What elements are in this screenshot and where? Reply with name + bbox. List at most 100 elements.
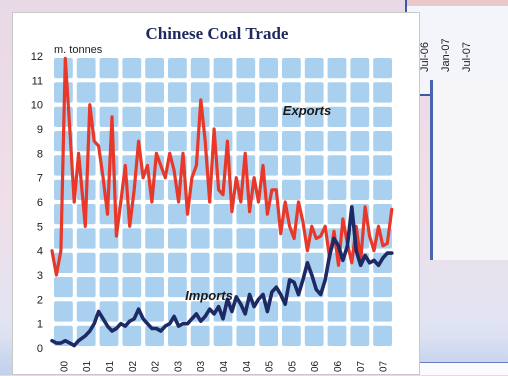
x-tick-label: 07 bbox=[379, 360, 390, 372]
grid-cell bbox=[190, 277, 210, 298]
x-tick-label: 00 bbox=[59, 360, 70, 372]
grid-cell bbox=[122, 106, 142, 127]
grid-cell bbox=[350, 277, 370, 298]
grid-cell bbox=[373, 179, 392, 200]
x-tick-label: 06 bbox=[310, 360, 321, 372]
grid-cell bbox=[145, 106, 164, 127]
grid-cell bbox=[168, 252, 187, 273]
x-tick-label: 03 bbox=[196, 360, 207, 372]
grid-cell bbox=[168, 106, 187, 127]
grid-cell bbox=[99, 82, 119, 103]
background-strip bbox=[407, 0, 508, 6]
grid-cell bbox=[259, 82, 278, 103]
grid-cell bbox=[122, 325, 142, 346]
grid-cell bbox=[304, 131, 324, 152]
x-tick-label: 05 bbox=[287, 360, 298, 372]
grid-cell bbox=[168, 277, 187, 298]
grid-cell bbox=[282, 58, 301, 79]
date-label-2: Jan-07 bbox=[440, 38, 452, 72]
grid-cell bbox=[304, 179, 324, 200]
y-tick-label: 9 bbox=[37, 124, 43, 136]
grid-cell bbox=[327, 106, 347, 127]
grid-cell bbox=[54, 58, 73, 79]
x-tick-label: 02 bbox=[151, 360, 162, 372]
grid-cell bbox=[76, 252, 96, 273]
grid-cell bbox=[54, 228, 73, 249]
grid-cell bbox=[304, 82, 324, 103]
grid-cell bbox=[168, 131, 187, 152]
grid-cell bbox=[213, 252, 233, 273]
grid-cell bbox=[282, 179, 301, 200]
grid-cell bbox=[145, 82, 164, 103]
exports-series-label: Exports bbox=[283, 103, 331, 118]
grid-cell bbox=[213, 228, 233, 249]
grid-cell bbox=[327, 82, 347, 103]
grid-cell bbox=[282, 106, 301, 127]
y-tick-label: 12 bbox=[31, 51, 43, 63]
grid-cell bbox=[373, 277, 392, 298]
y-tick-label: 4 bbox=[37, 246, 43, 258]
grid-cell bbox=[76, 277, 96, 298]
grid-cell bbox=[236, 106, 256, 127]
grid-cell bbox=[190, 325, 210, 346]
background-side-panel bbox=[430, 80, 508, 260]
grid-cell bbox=[145, 277, 164, 298]
grid-cell bbox=[236, 204, 256, 225]
grid-cell bbox=[99, 228, 119, 249]
x-tick-label: 04 bbox=[242, 360, 253, 372]
grid-cell bbox=[76, 228, 96, 249]
grid-cell bbox=[373, 131, 392, 152]
grid-cell bbox=[54, 301, 73, 322]
grid-cell bbox=[168, 325, 187, 346]
grid-cell bbox=[190, 179, 210, 200]
grid-cell bbox=[282, 252, 301, 273]
grid-cell bbox=[327, 155, 347, 176]
grid-cell bbox=[350, 325, 370, 346]
y-tick-label: 7 bbox=[37, 173, 43, 185]
grid-cell bbox=[236, 277, 256, 298]
grid-cell bbox=[304, 106, 324, 127]
grid-cell bbox=[190, 58, 210, 79]
grid-cell bbox=[350, 58, 370, 79]
grid-cell bbox=[282, 301, 301, 322]
grid-cell bbox=[54, 204, 73, 225]
grid-cell bbox=[373, 106, 392, 127]
chart-title: Chinese Coal Trade bbox=[146, 24, 289, 43]
grid-cell bbox=[213, 58, 233, 79]
grid-cell bbox=[99, 301, 119, 322]
y-tick-label: 0 bbox=[37, 343, 43, 355]
grid-cell bbox=[190, 252, 210, 273]
grid-cell bbox=[190, 204, 210, 225]
grid-cell bbox=[327, 277, 347, 298]
grid-cell bbox=[236, 58, 256, 79]
x-tick-label: 01 bbox=[105, 360, 116, 372]
grid-cell bbox=[327, 58, 347, 79]
grid-cell bbox=[213, 106, 233, 127]
grid-cell bbox=[350, 301, 370, 322]
grid-cell bbox=[76, 82, 96, 103]
unit-label: m. tonnes bbox=[54, 44, 103, 56]
grid-cell bbox=[76, 301, 96, 322]
grid-cell bbox=[122, 277, 142, 298]
grid-cell bbox=[282, 82, 301, 103]
grid-cell bbox=[304, 155, 324, 176]
grid-cell bbox=[373, 325, 392, 346]
grid-cell bbox=[350, 131, 370, 152]
grid-cell bbox=[259, 106, 278, 127]
grid-cell bbox=[236, 252, 256, 273]
grid-cell bbox=[350, 179, 370, 200]
grid-cell bbox=[145, 301, 164, 322]
y-tick-label: 8 bbox=[37, 148, 43, 160]
grid-cell bbox=[145, 58, 164, 79]
grid-cell bbox=[213, 204, 233, 225]
y-tick-label: 10 bbox=[31, 100, 43, 112]
grid-cell bbox=[373, 204, 392, 225]
grid-cell bbox=[54, 277, 73, 298]
grid-cell bbox=[122, 131, 142, 152]
grid-cell bbox=[327, 131, 347, 152]
grid-cell bbox=[168, 228, 187, 249]
grid-cell bbox=[327, 325, 347, 346]
grid-cell bbox=[282, 131, 301, 152]
